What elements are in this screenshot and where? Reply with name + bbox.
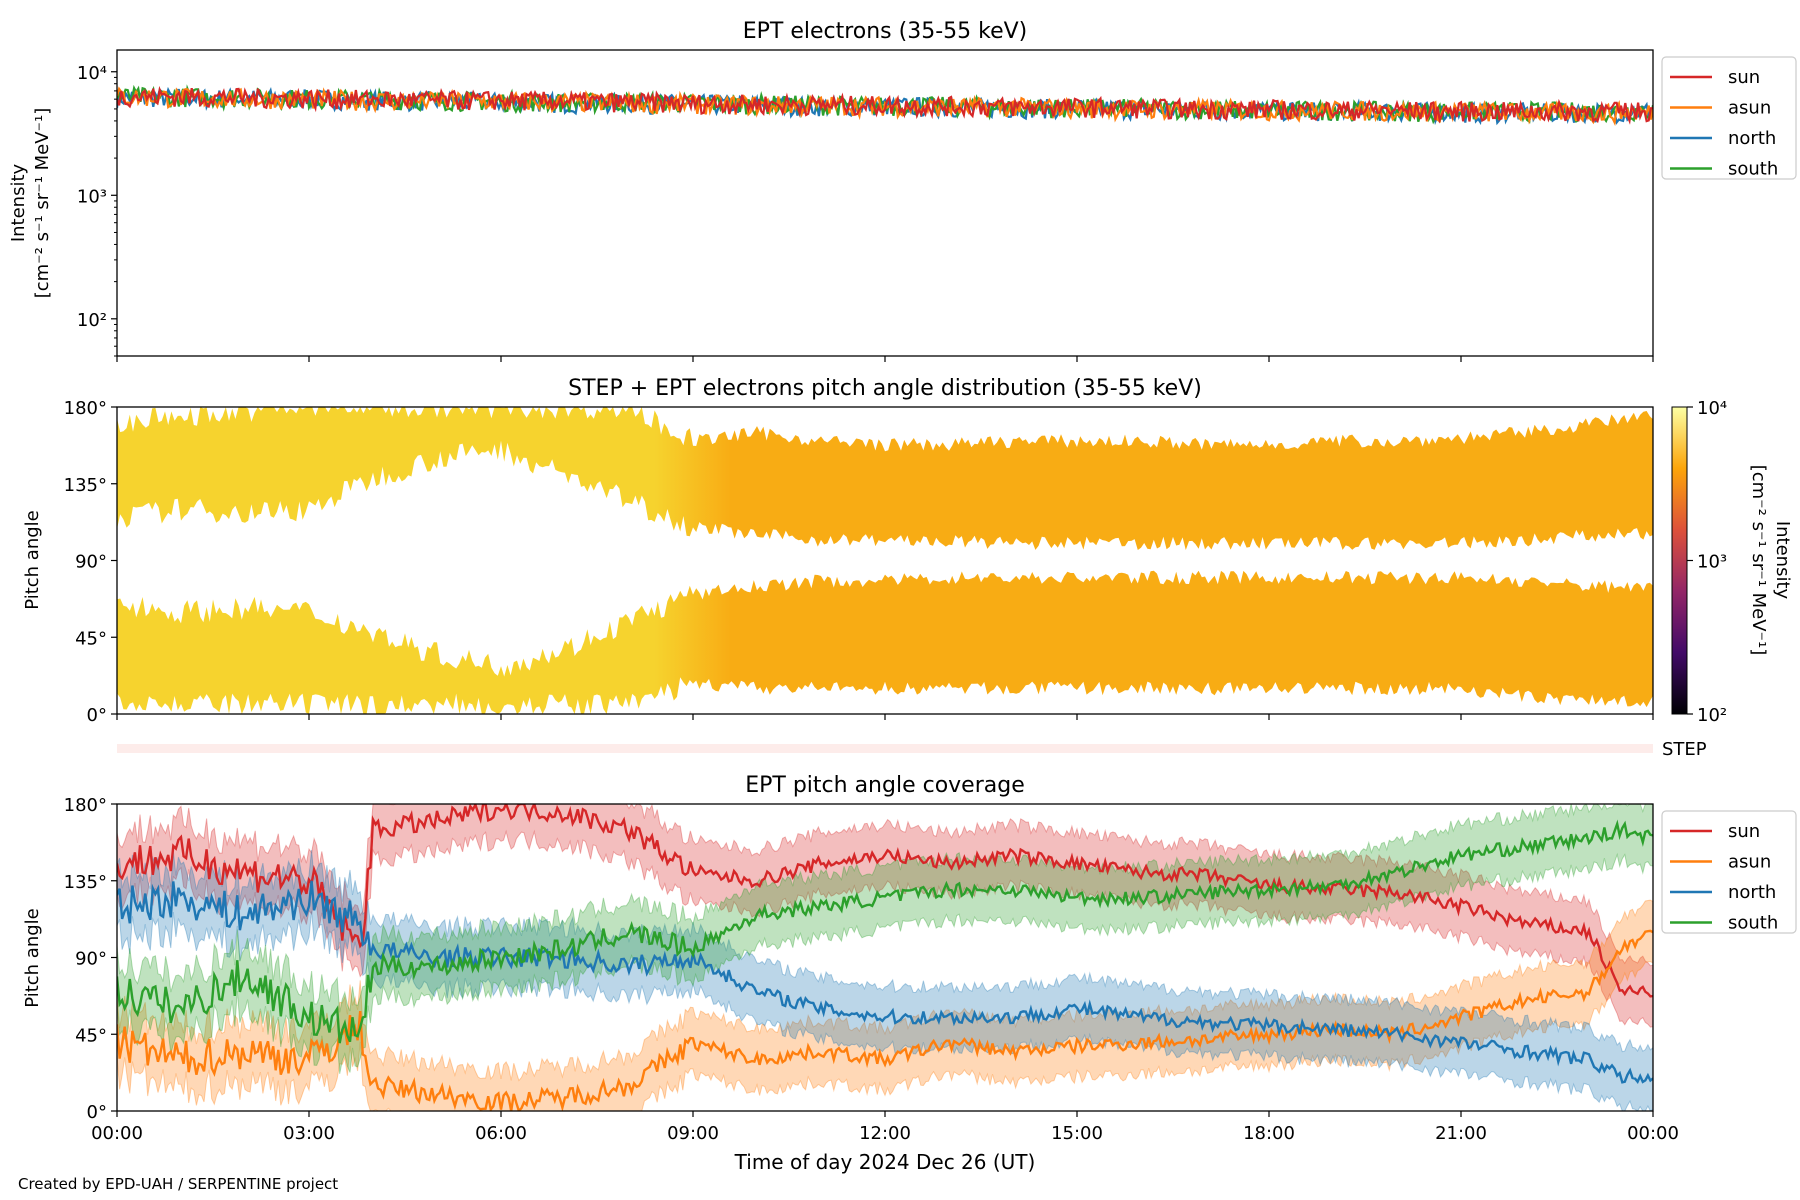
pitch-angle-distribution-panel: STEP + EPT electrons pitch angle distrib… bbox=[22, 376, 1793, 726]
series-line-asun bbox=[117, 86, 1653, 127]
colorbar bbox=[1671, 406, 1688, 715]
coverage-line-north bbox=[117, 880, 1653, 1084]
colorbar-tick-label: 10⁴ bbox=[1697, 398, 1727, 419]
legend-label-south: south bbox=[1728, 159, 1778, 180]
legend-box bbox=[1661, 810, 1797, 934]
legend-label-asun: asun bbox=[1728, 852, 1771, 873]
y-tick-label: 0° bbox=[87, 1102, 107, 1123]
panel4-x-ticks: 00:00 03:00 06:00 09:00 12:00 15:00 18:00 21:00… bbox=[91, 1111, 1679, 1144]
legend-label-south: south bbox=[1728, 913, 1778, 934]
y-tick-label: 90° bbox=[75, 949, 107, 970]
colorbar-label-line1: Intensity bbox=[1772, 521, 1793, 600]
colorbar-label-line2: [cm⁻² s⁻¹ sr⁻¹ MeV⁻¹] bbox=[1748, 465, 1769, 656]
panel4-legend: sun asun north south bbox=[1661, 810, 1797, 934]
panel2-ylabel: Pitch angle bbox=[22, 510, 43, 609]
panel2-x-ticks bbox=[116, 714, 1654, 720]
series-line-sun bbox=[117, 85, 1653, 125]
y-tick-label: 180° bbox=[64, 398, 107, 419]
y-tick-label: 10³ bbox=[77, 186, 107, 207]
x-tick-label: 03:00 bbox=[283, 1123, 335, 1144]
panel4-y-axis: 180° 135° 90° 45° 0° bbox=[64, 795, 117, 1123]
y-tick-label: 180° bbox=[64, 795, 107, 816]
panel2-y-axis: 180° 135° 90° 45° 0° bbox=[64, 398, 117, 726]
panel1-ylabel-line1: Intensity bbox=[8, 163, 29, 242]
coverage-line-sun bbox=[117, 804, 1653, 998]
coverage-band-asun bbox=[117, 899, 1653, 1111]
coverage-band-sun bbox=[117, 804, 1653, 1028]
legend-label-sun: sun bbox=[1728, 67, 1760, 88]
footer-credit: Created by EPD-UAH / SERPENTINE project bbox=[18, 1175, 339, 1193]
y-tick-label: 0° bbox=[87, 705, 107, 726]
colorbar-tick-label: 10² bbox=[1697, 705, 1727, 726]
step-strip bbox=[117, 744, 1653, 753]
y-tick-label: 45° bbox=[75, 1025, 107, 1046]
x-tick-label: 00:00 bbox=[91, 1123, 143, 1144]
panel1-x-ticks bbox=[116, 356, 1654, 362]
x-tick-label: 09:00 bbox=[667, 1123, 719, 1144]
colorbar-ticks: 10⁴ 10³ 10² bbox=[1687, 398, 1727, 726]
panel2-title: STEP + EPT electrons pitch angle distrib… bbox=[568, 376, 1202, 401]
panel1-y-axis: 10⁴ 10³ 10² bbox=[77, 63, 117, 357]
panel4-ylabel: Pitch angle bbox=[22, 908, 43, 1007]
x-tick-label: 06:00 bbox=[475, 1123, 527, 1144]
step-label: STEP bbox=[1662, 739, 1707, 760]
legend-box bbox=[1661, 56, 1797, 180]
intensity-panel: EPT electrons (35-55 keV) 10⁴ 10³ 10² Inte… bbox=[8, 19, 1797, 362]
panel1-legend: sun asun north south bbox=[1661, 56, 1797, 180]
legend-label-north: north bbox=[1728, 882, 1776, 903]
coverage-band-north bbox=[117, 850, 1653, 1111]
legend-label-north: north bbox=[1728, 128, 1776, 149]
y-tick-label: 45° bbox=[75, 628, 107, 649]
colorbar-tick-label: 10³ bbox=[1697, 552, 1727, 573]
panel1-title: EPT electrons (35-55 keV) bbox=[743, 19, 1028, 44]
coverage-line-south bbox=[117, 819, 1653, 1044]
pitch-angle-coverage-panel: EPT pitch angle coverage 180° 135° 90° 45° 0… bbox=[22, 773, 1797, 1174]
legend-label-asun: asun bbox=[1728, 98, 1771, 119]
panel4-title: EPT pitch angle coverage bbox=[745, 773, 1025, 798]
step-strip-panel: STEP bbox=[117, 739, 1707, 760]
x-tick-label: 15:00 bbox=[1051, 1123, 1103, 1144]
x-tick-label: 00:00 bbox=[1627, 1123, 1679, 1144]
pad-band-lower bbox=[117, 570, 1653, 714]
legend-label-sun: sun bbox=[1728, 821, 1760, 842]
y-tick-label: 90° bbox=[75, 552, 107, 573]
panel1-ylabel-line2: [cm⁻² s⁻¹ sr⁻¹ MeV⁻¹] bbox=[32, 108, 53, 299]
x-tick-label: 21:00 bbox=[1435, 1123, 1487, 1144]
y-tick-label: 135° bbox=[64, 475, 107, 496]
x-tick-label: 18:00 bbox=[1243, 1123, 1295, 1144]
y-tick-label: 135° bbox=[64, 872, 107, 893]
pad-band-upper bbox=[117, 407, 1653, 550]
y-tick-label: 10² bbox=[77, 310, 107, 331]
x-axis-label: Time of day 2024 Dec 26 (UT) bbox=[734, 1150, 1036, 1174]
x-tick-label: 12:00 bbox=[859, 1123, 911, 1144]
y-tick-label: 10⁴ bbox=[77, 63, 107, 84]
